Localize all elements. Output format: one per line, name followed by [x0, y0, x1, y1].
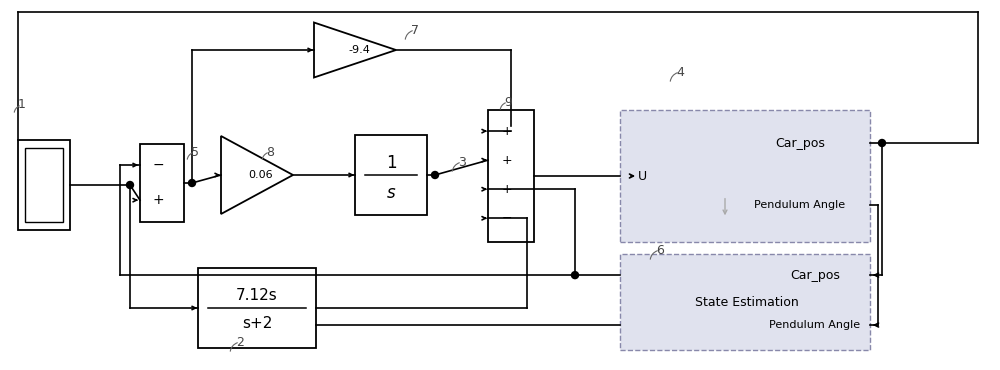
Text: 7.12s: 7.12s — [236, 288, 278, 303]
Text: U: U — [637, 169, 647, 182]
Text: +: + — [153, 193, 164, 207]
Text: 7: 7 — [411, 24, 419, 37]
Text: Car_pos: Car_pos — [790, 269, 840, 282]
Bar — [198, 268, 316, 348]
Text: 1: 1 — [18, 98, 26, 111]
Bar — [18, 140, 70, 230]
Text: 8: 8 — [266, 145, 274, 158]
Text: +: + — [502, 125, 513, 138]
Bar — [620, 254, 870, 350]
Bar — [25, 148, 63, 222]
Circle shape — [572, 272, 578, 279]
Bar — [620, 110, 870, 242]
Text: +: + — [502, 183, 513, 196]
Text: Pendulum Angle: Pendulum Angle — [769, 320, 861, 330]
Text: 4: 4 — [676, 65, 684, 78]
Text: s: s — [387, 184, 395, 202]
Text: s+2: s+2 — [242, 316, 272, 332]
Text: −: − — [502, 212, 513, 225]
Text: 6: 6 — [656, 243, 664, 256]
Bar — [488, 110, 534, 242]
Circle shape — [879, 139, 886, 147]
Text: Pendulum Angle: Pendulum Angle — [754, 200, 846, 210]
Circle shape — [126, 182, 134, 188]
Polygon shape — [314, 23, 396, 77]
Polygon shape — [221, 136, 293, 214]
Text: −: − — [153, 158, 164, 172]
Text: 3: 3 — [458, 155, 466, 168]
Bar — [355, 135, 427, 215]
Text: Car_pos: Car_pos — [775, 137, 825, 149]
Text: 1: 1 — [386, 154, 396, 172]
Bar — [140, 144, 184, 222]
Circle shape — [432, 172, 438, 178]
Text: -9.4: -9.4 — [348, 45, 370, 55]
Circle shape — [188, 179, 196, 186]
Text: 5: 5 — [191, 145, 199, 158]
Text: 9: 9 — [504, 95, 512, 108]
Text: +: + — [502, 154, 513, 166]
Text: 0.06: 0.06 — [249, 170, 273, 180]
Text: State Estimation: State Estimation — [695, 296, 799, 309]
Text: 2: 2 — [236, 336, 244, 349]
